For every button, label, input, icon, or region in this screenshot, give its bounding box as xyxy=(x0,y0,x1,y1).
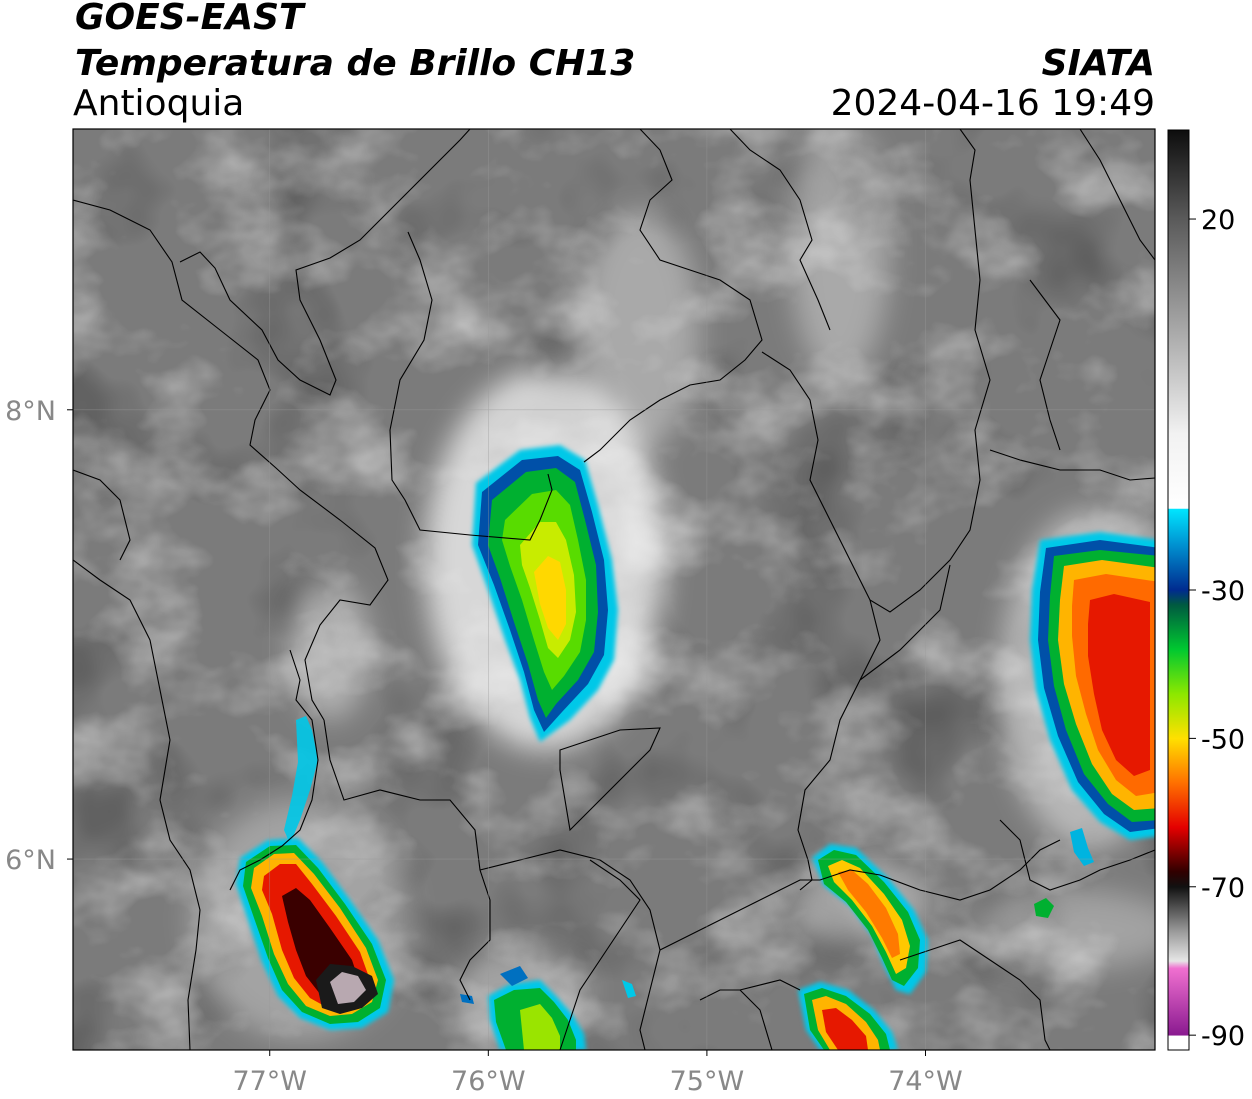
political-boundaries xyxy=(73,129,1155,1050)
map-gridlines xyxy=(73,129,1155,1050)
agency-label: SIATA xyxy=(1041,43,1155,84)
satellite-title: GOES-EAST xyxy=(75,0,304,38)
timestamp-label: 2024-04-16 19:49 xyxy=(830,83,1155,124)
colorbar-tick-label: -70 xyxy=(1201,873,1245,904)
convective-cell-south-east xyxy=(812,844,928,994)
convective-cell-east xyxy=(1030,532,1155,840)
region-label: Antioquia xyxy=(73,83,245,124)
colorbar-tick-label: 20 xyxy=(1201,205,1235,236)
lat-tick-label: 6°N xyxy=(5,845,56,876)
small-cell-south-2 xyxy=(460,994,474,1004)
latitude-axis: 8°N 6°N xyxy=(5,396,73,876)
small-cell-east-2 xyxy=(1070,828,1094,866)
map-panel xyxy=(73,129,1155,1050)
coastal-cell xyxy=(284,716,318,844)
convective-cell-center xyxy=(472,445,618,742)
lat-tick-label: 8°N xyxy=(5,396,56,427)
convective-cell-south-small xyxy=(798,982,898,1050)
lon-tick-label: 77°W xyxy=(232,1066,307,1097)
colorbar: 20 -30 -50 -70 -90 xyxy=(1167,129,1245,1052)
lon-tick-label: 75°W xyxy=(670,1066,745,1097)
product-title: Temperatura de Brillo CH13 xyxy=(75,43,636,84)
small-cell-south xyxy=(622,980,636,998)
colorbar-tick-label: -90 xyxy=(1201,1021,1245,1052)
colorbar-tick-label: -50 xyxy=(1201,724,1245,755)
colorbar-tick-label: -30 xyxy=(1201,576,1245,607)
colorbar-scale xyxy=(1168,130,1189,1050)
lon-tick-label: 76°W xyxy=(451,1066,526,1097)
small-cell-east xyxy=(1034,898,1054,918)
lon-tick-label: 74°W xyxy=(888,1066,963,1097)
convective-cell-southwest xyxy=(236,838,394,1030)
map-frame xyxy=(72,128,1156,1051)
longitude-axis: 77°W 76°W 75°W 74°W xyxy=(232,1050,963,1097)
convective-cell-south-center xyxy=(488,966,586,1050)
